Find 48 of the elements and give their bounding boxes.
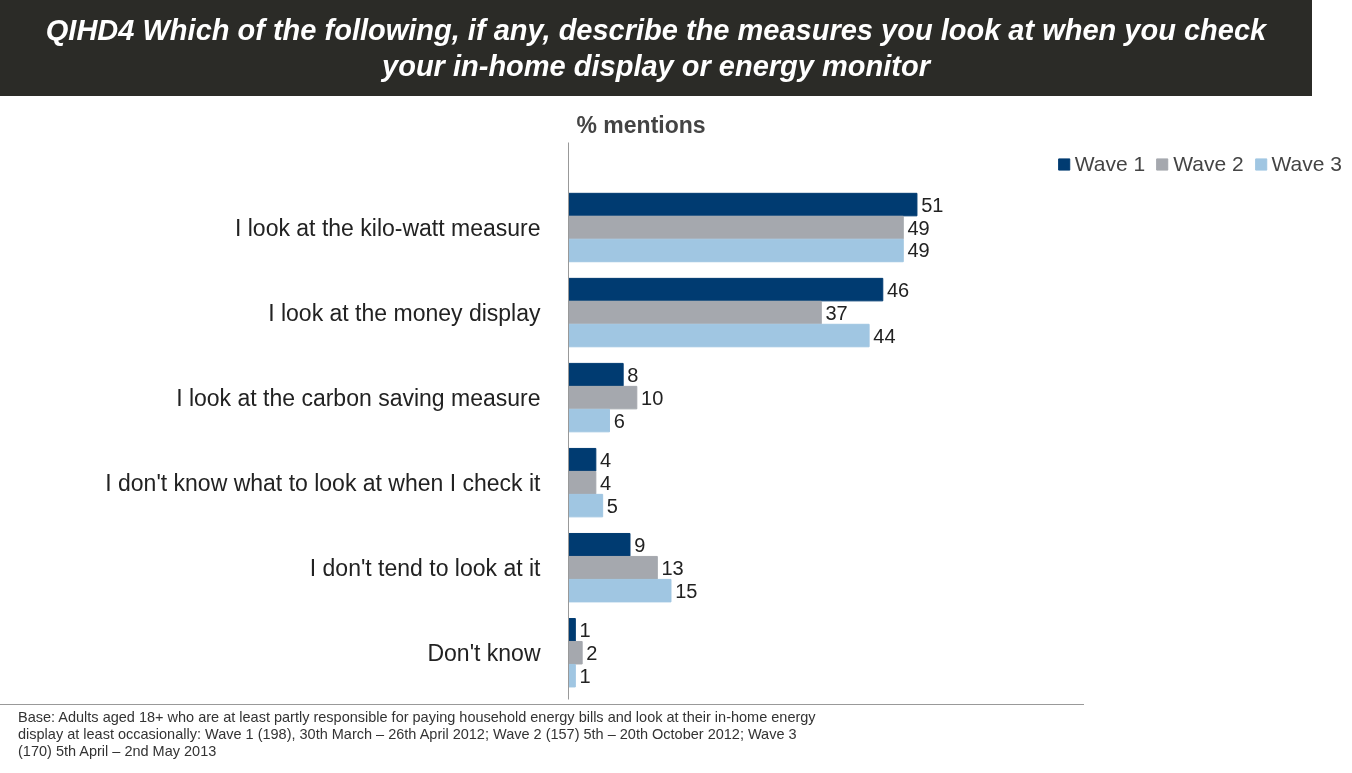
chart-title: QIHD4 Which of the following, if any, describe the measures you look at when you check your in-home display or energy monitor <box>0 0 1312 96</box>
data-label: 4 <box>600 471 612 494</box>
data-label: 37 <box>825 301 848 324</box>
y-tick-label: I look at the kilo-watt measure <box>234 214 541 241</box>
bar <box>568 277 884 302</box>
data-label: 15 <box>675 579 698 602</box>
bar <box>568 385 638 410</box>
data-label: 49 <box>907 239 930 262</box>
data-label: 46 <box>886 278 910 301</box>
chart-subtitle: % mentions <box>576 111 706 138</box>
data-label: 51 <box>921 193 944 216</box>
data-label: 5 <box>606 494 618 517</box>
y-tick-label: I don't know what to look at when I check it <box>105 469 542 496</box>
y-tick-label: I look at the money display <box>268 299 541 326</box>
data-label: 9 <box>634 533 646 556</box>
data-label: 1 <box>579 618 591 641</box>
data-label: 4 <box>600 448 612 471</box>
data-label: 6 <box>613 409 625 432</box>
data-label: 13 <box>661 556 684 579</box>
data-label: 10 <box>641 386 664 409</box>
data-label: 8 <box>627 363 639 386</box>
y-tick-label: Don't know <box>427 639 541 666</box>
bar <box>568 618 576 642</box>
y-tick-label: I look at the carbon saving measure <box>176 384 541 411</box>
bar <box>568 323 870 348</box>
bar <box>568 300 822 325</box>
legend-label: Wave 1 <box>1074 152 1146 176</box>
bar <box>568 215 904 240</box>
bar <box>568 640 583 665</box>
data-label: 1 <box>579 664 591 687</box>
bar <box>568 408 610 433</box>
text: Base: Adults aged 18+ who are at least partly responsible for paying household energy bills and look at their in-home energy display at least occasionally: Wave 1 (198), 30th March – 26th April 2012; Wave 2 (157) 5th – 20th October 2012; Wave 3 (170) 5th April – 2nd May 2013 <box>18 709 817 760</box>
bar <box>568 362 624 387</box>
bar <box>568 663 576 688</box>
bar <box>568 532 631 557</box>
bar <box>568 555 658 580</box>
bar <box>568 578 672 603</box>
legend-label: Wave 3 <box>1271 152 1342 176</box>
bar <box>568 238 904 263</box>
bar <box>568 470 597 495</box>
y-tick-label: I don't tend to look at it <box>309 554 542 581</box>
data-label: 2 <box>586 641 598 664</box>
bar <box>568 493 604 518</box>
data-label: 49 <box>907 216 930 239</box>
legend-label: Wave 2 <box>1173 152 1244 176</box>
bar <box>568 447 597 472</box>
bar <box>568 192 918 217</box>
data-label: 44 <box>873 324 896 347</box>
